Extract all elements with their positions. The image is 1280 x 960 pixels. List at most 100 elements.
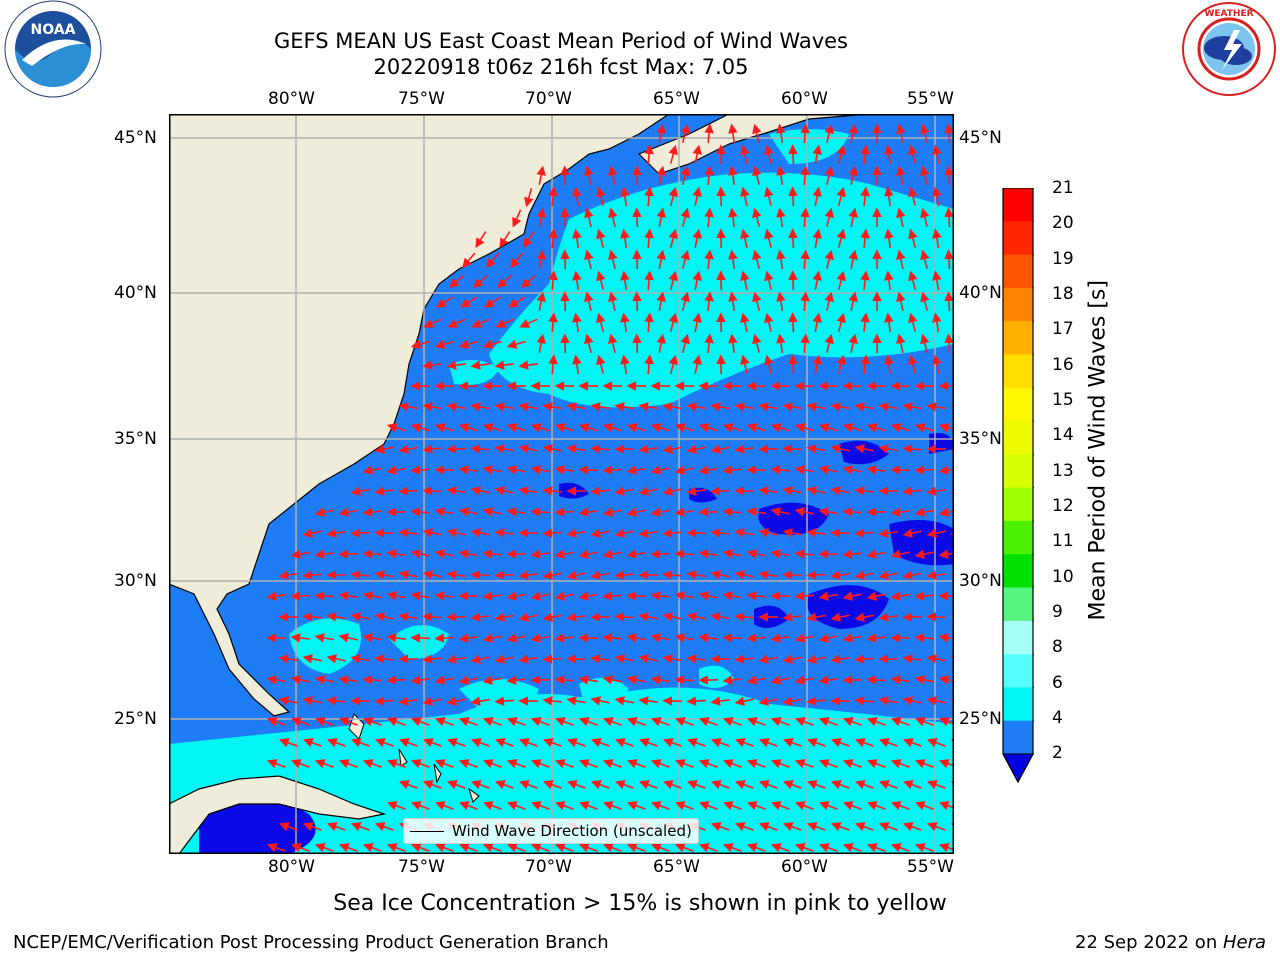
wind-wave-arrow bbox=[662, 570, 683, 580]
wind-wave-arrow bbox=[698, 423, 718, 433]
wind-wave-arrow bbox=[746, 717, 766, 727]
wind-wave-arrow bbox=[938, 423, 954, 433]
wind-wave-arrow bbox=[878, 528, 899, 538]
wind-wave-arrow bbox=[926, 780, 946, 790]
wind-wave-arrow bbox=[902, 780, 922, 790]
wind-wave-arrow bbox=[848, 123, 858, 143]
wind-wave-arrow bbox=[620, 312, 630, 333]
wind-wave-arrow bbox=[722, 801, 742, 811]
wind-wave-arrow bbox=[314, 675, 334, 685]
wind-wave-arrow bbox=[830, 612, 850, 622]
lat-label-left-35n: 35°N bbox=[114, 429, 157, 449]
colorbar-band bbox=[1003, 321, 1033, 355]
wind-wave-arrow bbox=[770, 843, 790, 853]
wind-wave-arrow bbox=[854, 444, 874, 454]
wind-wave-arrow bbox=[794, 801, 814, 811]
wind-wave-arrow bbox=[782, 402, 803, 412]
wind-wave-arrow bbox=[458, 801, 478, 811]
wind-wave-arrow bbox=[776, 333, 786, 354]
wind-wave-arrow bbox=[920, 165, 930, 185]
colorbar-band bbox=[1003, 520, 1033, 555]
wind-wave-arrow bbox=[722, 633, 743, 643]
wind-wave-arrow bbox=[854, 738, 874, 748]
wind-wave-arrow bbox=[728, 207, 738, 228]
colorbar-band bbox=[1003, 620, 1033, 655]
wind-wave-arrow bbox=[830, 402, 851, 412]
wind-wave-arrow bbox=[770, 423, 790, 433]
wind-wave-arrow bbox=[638, 486, 658, 496]
wind-wave-arrow bbox=[506, 591, 527, 601]
colorbar-band bbox=[1003, 354, 1033, 389]
wind-wave-arrow bbox=[482, 843, 502, 853]
wind-wave-arrow bbox=[866, 465, 887, 475]
wind-wave-arrow bbox=[848, 165, 858, 185]
wind-wave-arrow bbox=[542, 696, 562, 706]
wind-wave-arrow bbox=[350, 612, 370, 622]
wind-wave-arrow bbox=[566, 738, 586, 748]
wind-wave-arrow bbox=[890, 801, 910, 811]
wind-wave-arrow bbox=[686, 612, 706, 622]
wind-wave-arrow bbox=[542, 444, 562, 454]
lat-label-right-30n: 30°N bbox=[959, 571, 1002, 591]
wind-wave-arrow bbox=[472, 274, 489, 288]
wind-wave-arrow bbox=[506, 507, 527, 517]
wind-wave-arrow bbox=[944, 207, 954, 228]
wind-wave-arrow bbox=[554, 549, 575, 559]
wind-wave-arrow bbox=[734, 402, 755, 412]
wind-wave-arrow bbox=[302, 696, 322, 706]
land-north-america bbox=[169, 114, 671, 717]
wind-wave-arrow bbox=[686, 444, 706, 454]
wind-wave-arrow bbox=[866, 423, 886, 433]
wind-wave-arrow bbox=[734, 654, 755, 664]
wind-wave-arrow bbox=[314, 717, 334, 727]
wind-wave-arrow bbox=[800, 165, 810, 186]
wind-wave-arrow bbox=[410, 549, 430, 559]
wind-wave-arrow bbox=[890, 507, 910, 517]
wind-wave-arrow bbox=[374, 738, 394, 748]
wind-wave-arrow bbox=[434, 591, 454, 601]
wind-wave-arrow bbox=[596, 354, 606, 374]
wind-wave-arrow bbox=[806, 696, 827, 706]
wind-wave-arrow bbox=[506, 633, 526, 643]
wind-wave-arrow bbox=[506, 423, 526, 433]
wind-wave-arrow bbox=[824, 123, 834, 143]
wind-wave-arrow bbox=[698, 759, 718, 769]
wind-wave-arrow bbox=[350, 528, 371, 538]
wind-wave-arrow bbox=[314, 633, 335, 643]
wind-wave-arrow bbox=[560, 333, 570, 354]
wind-wave-arrow bbox=[608, 333, 618, 353]
map-legend: Wind Wave Direction (unscaled) bbox=[403, 818, 699, 844]
colorbar-tick: 16 bbox=[1052, 355, 1074, 375]
wind-wave-arrow bbox=[710, 402, 731, 412]
wind-wave-arrow bbox=[302, 822, 322, 832]
wind-wave-arrow bbox=[362, 759, 382, 769]
wind-wave-arrow bbox=[758, 738, 778, 748]
wind-wave-arrow bbox=[484, 296, 502, 308]
wind-wave-arrow bbox=[650, 801, 670, 811]
wind-wave-arrow bbox=[434, 801, 454, 811]
wind-wave-arrow bbox=[818, 759, 838, 769]
wind-wave-arrow bbox=[770, 801, 790, 811]
wind-wave-arrow bbox=[554, 843, 574, 853]
wind-wave-arrow bbox=[908, 186, 918, 206]
wind-wave-arrow bbox=[710, 486, 731, 496]
wind-wave-arrow bbox=[842, 801, 862, 811]
wind-wave-arrow bbox=[686, 570, 707, 580]
wind-wave-arrow bbox=[902, 570, 923, 580]
wind-wave-arrow bbox=[590, 654, 611, 664]
wind-wave-arrow bbox=[662, 612, 682, 622]
wind-wave-arrow bbox=[764, 312, 774, 332]
wind-wave-arrow bbox=[398, 444, 418, 454]
wind-wave-arrow bbox=[590, 444, 611, 454]
wind-wave-arrow bbox=[896, 249, 906, 269]
wind-wave-arrow bbox=[836, 228, 846, 248]
wind-wave-arrow bbox=[866, 549, 887, 559]
wind-wave-arrow bbox=[578, 465, 599, 475]
wind-wave-arrow bbox=[644, 312, 654, 333]
wind-wave-arrow bbox=[776, 207, 786, 228]
wind-wave-arrow bbox=[854, 612, 874, 622]
wind-wave-arrow bbox=[578, 759, 598, 769]
lon-label-top-75w: 75°W bbox=[398, 89, 445, 109]
wind-wave-arrow bbox=[722, 675, 742, 685]
colorbar-tick: 2 bbox=[1052, 743, 1063, 763]
